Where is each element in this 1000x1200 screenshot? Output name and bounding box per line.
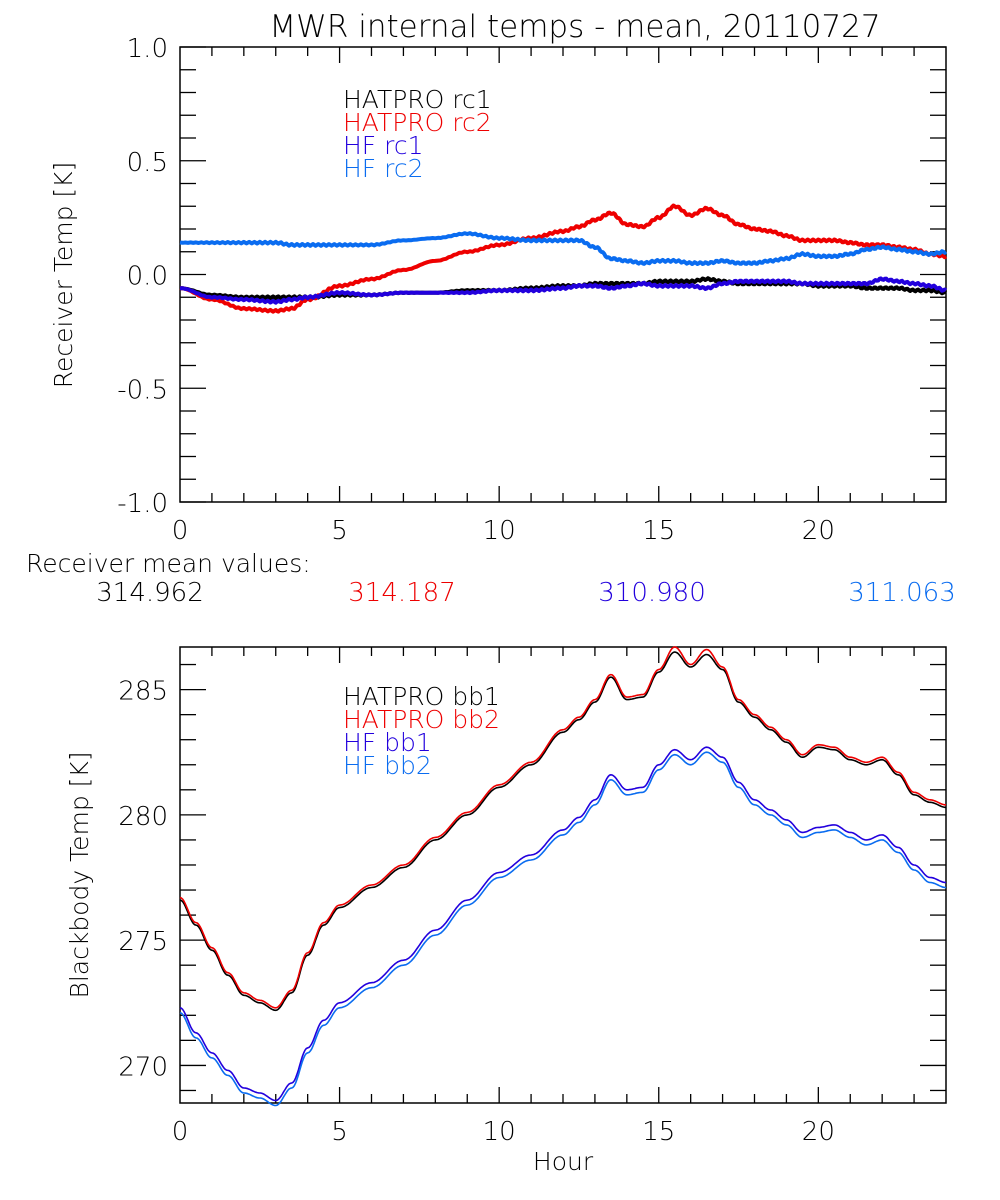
series-line-hf-rc2 bbox=[179, 231, 948, 266]
y-tick-labels: 270 275 280 285 bbox=[118, 677, 168, 1083]
x-tick-label: 5 bbox=[331, 1117, 348, 1147]
x-tick-label: 15 bbox=[642, 1117, 675, 1147]
x-tick-label: 0 bbox=[172, 1117, 189, 1147]
y-tick-label: 275 bbox=[118, 927, 168, 957]
legend-entry: HF rc2 bbox=[343, 154, 424, 183]
receiver-mean-value: 311.063 bbox=[848, 578, 956, 608]
x-axis-label: Hour bbox=[533, 1147, 594, 1176]
receiver-mean-values: 314.962 314.187 310.980 311.063 bbox=[96, 578, 956, 608]
series-line-hatpro-rc2 bbox=[179, 203, 948, 314]
x-tick-label: 20 bbox=[802, 1117, 835, 1147]
y-axis-label: Receiver Temp [K] bbox=[49, 162, 78, 389]
y-tick-label: 285 bbox=[118, 677, 168, 707]
y-axis-label: Blackbody Temp [K] bbox=[65, 751, 94, 998]
receiver-mean-value: 310.980 bbox=[598, 578, 706, 608]
receiver-mean-label: Receiver mean values: bbox=[26, 549, 311, 578]
legend-entry: HF bb2 bbox=[343, 751, 432, 780]
series-lines bbox=[179, 646, 947, 1107]
y-tick-labels: -1.0 -0.5 0.0 0.5 1.0 bbox=[117, 34, 168, 519]
legend-entry: HATPRO rc2 bbox=[343, 108, 492, 137]
receiver-mean-value: 314.962 bbox=[96, 578, 204, 608]
receiver-mean-value: 314.187 bbox=[348, 578, 456, 608]
series-line-hf-rc1 bbox=[180, 276, 948, 305]
legend-entry: HATPRO rc1 bbox=[343, 85, 492, 114]
axis-ticks bbox=[180, 647, 946, 1103]
y-tick-label: -0.5 bbox=[117, 375, 168, 405]
legend-entry: HATPRO bb2 bbox=[343, 705, 500, 734]
y-tick-label: 270 bbox=[118, 1052, 168, 1082]
x-tick-label: 20 bbox=[802, 516, 835, 546]
x-tick-label: 10 bbox=[483, 1117, 516, 1147]
y-tick-label: -1.0 bbox=[117, 489, 168, 519]
x-tick-labels: 0 5 10 15 20 bbox=[172, 516, 835, 546]
plot-frame bbox=[179, 46, 947, 503]
x-tick-labels: 0 5 10 15 20 bbox=[172, 1117, 835, 1147]
x-tick-label: 0 bbox=[172, 516, 189, 546]
y-tick-label: 280 bbox=[118, 802, 168, 832]
series-line-hf-bb2 bbox=[179, 751, 947, 1107]
y-tick-label: 0.0 bbox=[127, 262, 168, 292]
legend-entry: HF bb1 bbox=[343, 728, 432, 757]
series-line-hatpro-bb2 bbox=[179, 646, 946, 1009]
series-line-hatpro-bb1 bbox=[179, 651, 947, 1012]
axis-ticks bbox=[180, 46, 946, 503]
series-line-hf-bb1 bbox=[179, 746, 947, 1102]
receiver-temp-panel: 0 5 10 15 20 -1.0 -0.5 0.0 0.5 1.0 Receiver Temp… bbox=[49, 34, 948, 546]
chart-title: MWR internal temps - mean, 20110727 bbox=[269, 9, 880, 45]
plot-frame bbox=[179, 646, 947, 1104]
x-tick-label: 5 bbox=[331, 516, 348, 546]
y-tick-label: 1.0 bbox=[127, 34, 168, 64]
blackbody-temp-panel: 0 5 10 15 20 270 275 280 285 Blackbody Temp [K]… bbox=[65, 646, 947, 1176]
legend-entry: HATPRO bb1 bbox=[343, 682, 500, 711]
series-lines bbox=[179, 203, 948, 314]
x-tick-label: 10 bbox=[483, 516, 516, 546]
legend-entry: HF rc1 bbox=[343, 131, 424, 160]
x-tick-label: 15 bbox=[642, 516, 675, 546]
y-tick-label: 0.5 bbox=[127, 148, 168, 178]
